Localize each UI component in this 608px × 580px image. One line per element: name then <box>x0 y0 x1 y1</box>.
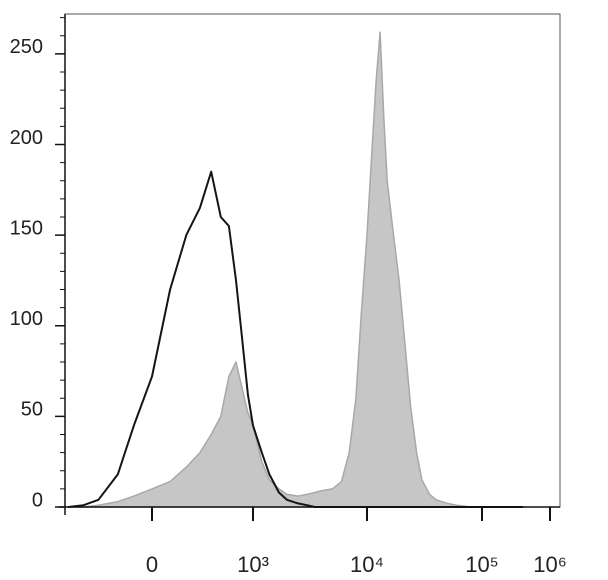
x-tick-label: 0 <box>146 552 158 577</box>
plot <box>67 31 524 508</box>
y-tick-label: 150 <box>10 217 43 239</box>
y-tick-label: 50 <box>21 399 43 421</box>
x-tick-label: 10⁴ <box>350 552 384 577</box>
y-tick-label: 0 <box>32 489 43 511</box>
y-tick-label: 100 <box>10 308 43 330</box>
plot-frame <box>64 13 561 508</box>
x-tick-label: 10³ <box>237 552 269 577</box>
x-tick-label: 10⁵ <box>465 552 499 577</box>
y-tick-label: 200 <box>10 127 43 149</box>
histogram-line <box>68 170 523 508</box>
histogram-area <box>67 31 524 508</box>
y-tick-label: 250 <box>10 36 43 58</box>
x-tick-label: 10⁶ <box>533 552 567 577</box>
